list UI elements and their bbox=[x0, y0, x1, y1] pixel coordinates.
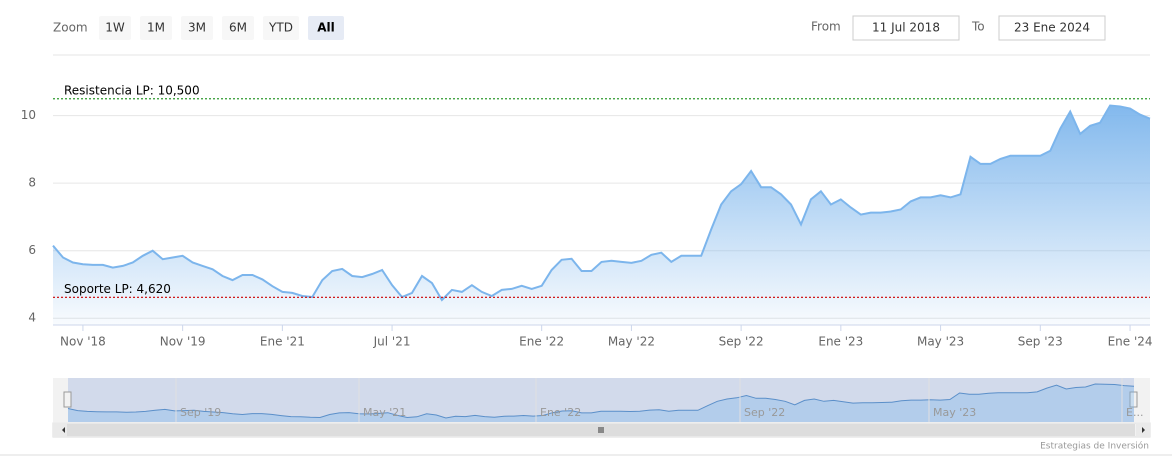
x-tick-label: Ene '22 bbox=[519, 335, 564, 349]
zoom-button[interactable] bbox=[222, 16, 254, 40]
plot-line-label: Resistencia LP: 10,500 bbox=[64, 83, 200, 97]
y-tick-label: 4 bbox=[28, 311, 36, 325]
zoom-button-label[interactable]: 1M bbox=[147, 21, 165, 35]
scroll-grip bbox=[598, 427, 604, 433]
navigator-label: Sep '19 bbox=[180, 406, 221, 419]
x-tick-label: Nov '19 bbox=[160, 335, 206, 349]
handle-right[interactable] bbox=[1129, 391, 1138, 408]
from-input[interactable] bbox=[852, 15, 960, 41]
to-label: To bbox=[971, 20, 985, 34]
zoom-label: Zoom bbox=[53, 21, 88, 35]
y-tick-label: 10 bbox=[21, 108, 36, 122]
x-tick-label: Ene '24 bbox=[1108, 335, 1153, 349]
x-tick-label: May '22 bbox=[608, 335, 655, 349]
y-tick-label: 6 bbox=[28, 243, 36, 257]
arrow-right bbox=[1142, 427, 1145, 433]
x-tick-label: Ene '21 bbox=[260, 335, 305, 349]
arrow-left bbox=[62, 427, 65, 433]
navigator-label: May '21 bbox=[363, 406, 406, 419]
x-tick-label: Sep '22 bbox=[719, 335, 764, 349]
line bbox=[52, 104, 1151, 302]
navigator-label: Ene '22 bbox=[540, 406, 581, 419]
area bbox=[53, 105, 1150, 325]
x-tick-label: Nov '18 bbox=[60, 335, 106, 349]
x-tick-label: Jul '21 bbox=[373, 335, 411, 349]
navigator-area bbox=[68, 384, 1134, 422]
navigator-label: E... bbox=[1126, 406, 1143, 419]
zoom-button[interactable] bbox=[181, 16, 213, 40]
navigator-label: Sep '22 bbox=[744, 406, 785, 419]
handle-left[interactable] bbox=[63, 391, 72, 408]
zoom-button[interactable] bbox=[263, 16, 299, 40]
from-value[interactable]: 11 Jul 2018 bbox=[872, 21, 940, 35]
zoom-button-label[interactable]: 3M bbox=[188, 21, 206, 35]
zoom-button[interactable] bbox=[140, 16, 172, 40]
zoom-button-label[interactable]: 1W bbox=[105, 21, 125, 35]
zoom-button[interactable] bbox=[308, 16, 344, 40]
scroll-left[interactable] bbox=[53, 423, 67, 437]
to-input[interactable] bbox=[998, 15, 1106, 41]
zoom-button-label[interactable]: YTD bbox=[268, 21, 293, 35]
zoom-button-label[interactable]: 6M bbox=[229, 21, 247, 35]
zoom-button-label[interactable]: All bbox=[317, 21, 335, 35]
credits[interactable]: Estrategias de Inversión bbox=[1040, 441, 1149, 452]
x-tick-label: Sep '23 bbox=[1018, 335, 1063, 349]
y-tick-label: 8 bbox=[28, 176, 36, 190]
navigator-label: May '23 bbox=[933, 406, 976, 419]
x-tick-label: May '23 bbox=[917, 335, 964, 349]
plot-line-label: Soporte LP: 4,620 bbox=[64, 282, 171, 296]
from-label: From bbox=[811, 20, 841, 34]
navigator-line bbox=[67, 383, 1135, 419]
x-tick-label: Ene '23 bbox=[818, 335, 863, 349]
zoom-button[interactable] bbox=[99, 16, 131, 40]
to-value[interactable]: 23 Ene 2024 bbox=[1014, 21, 1090, 35]
